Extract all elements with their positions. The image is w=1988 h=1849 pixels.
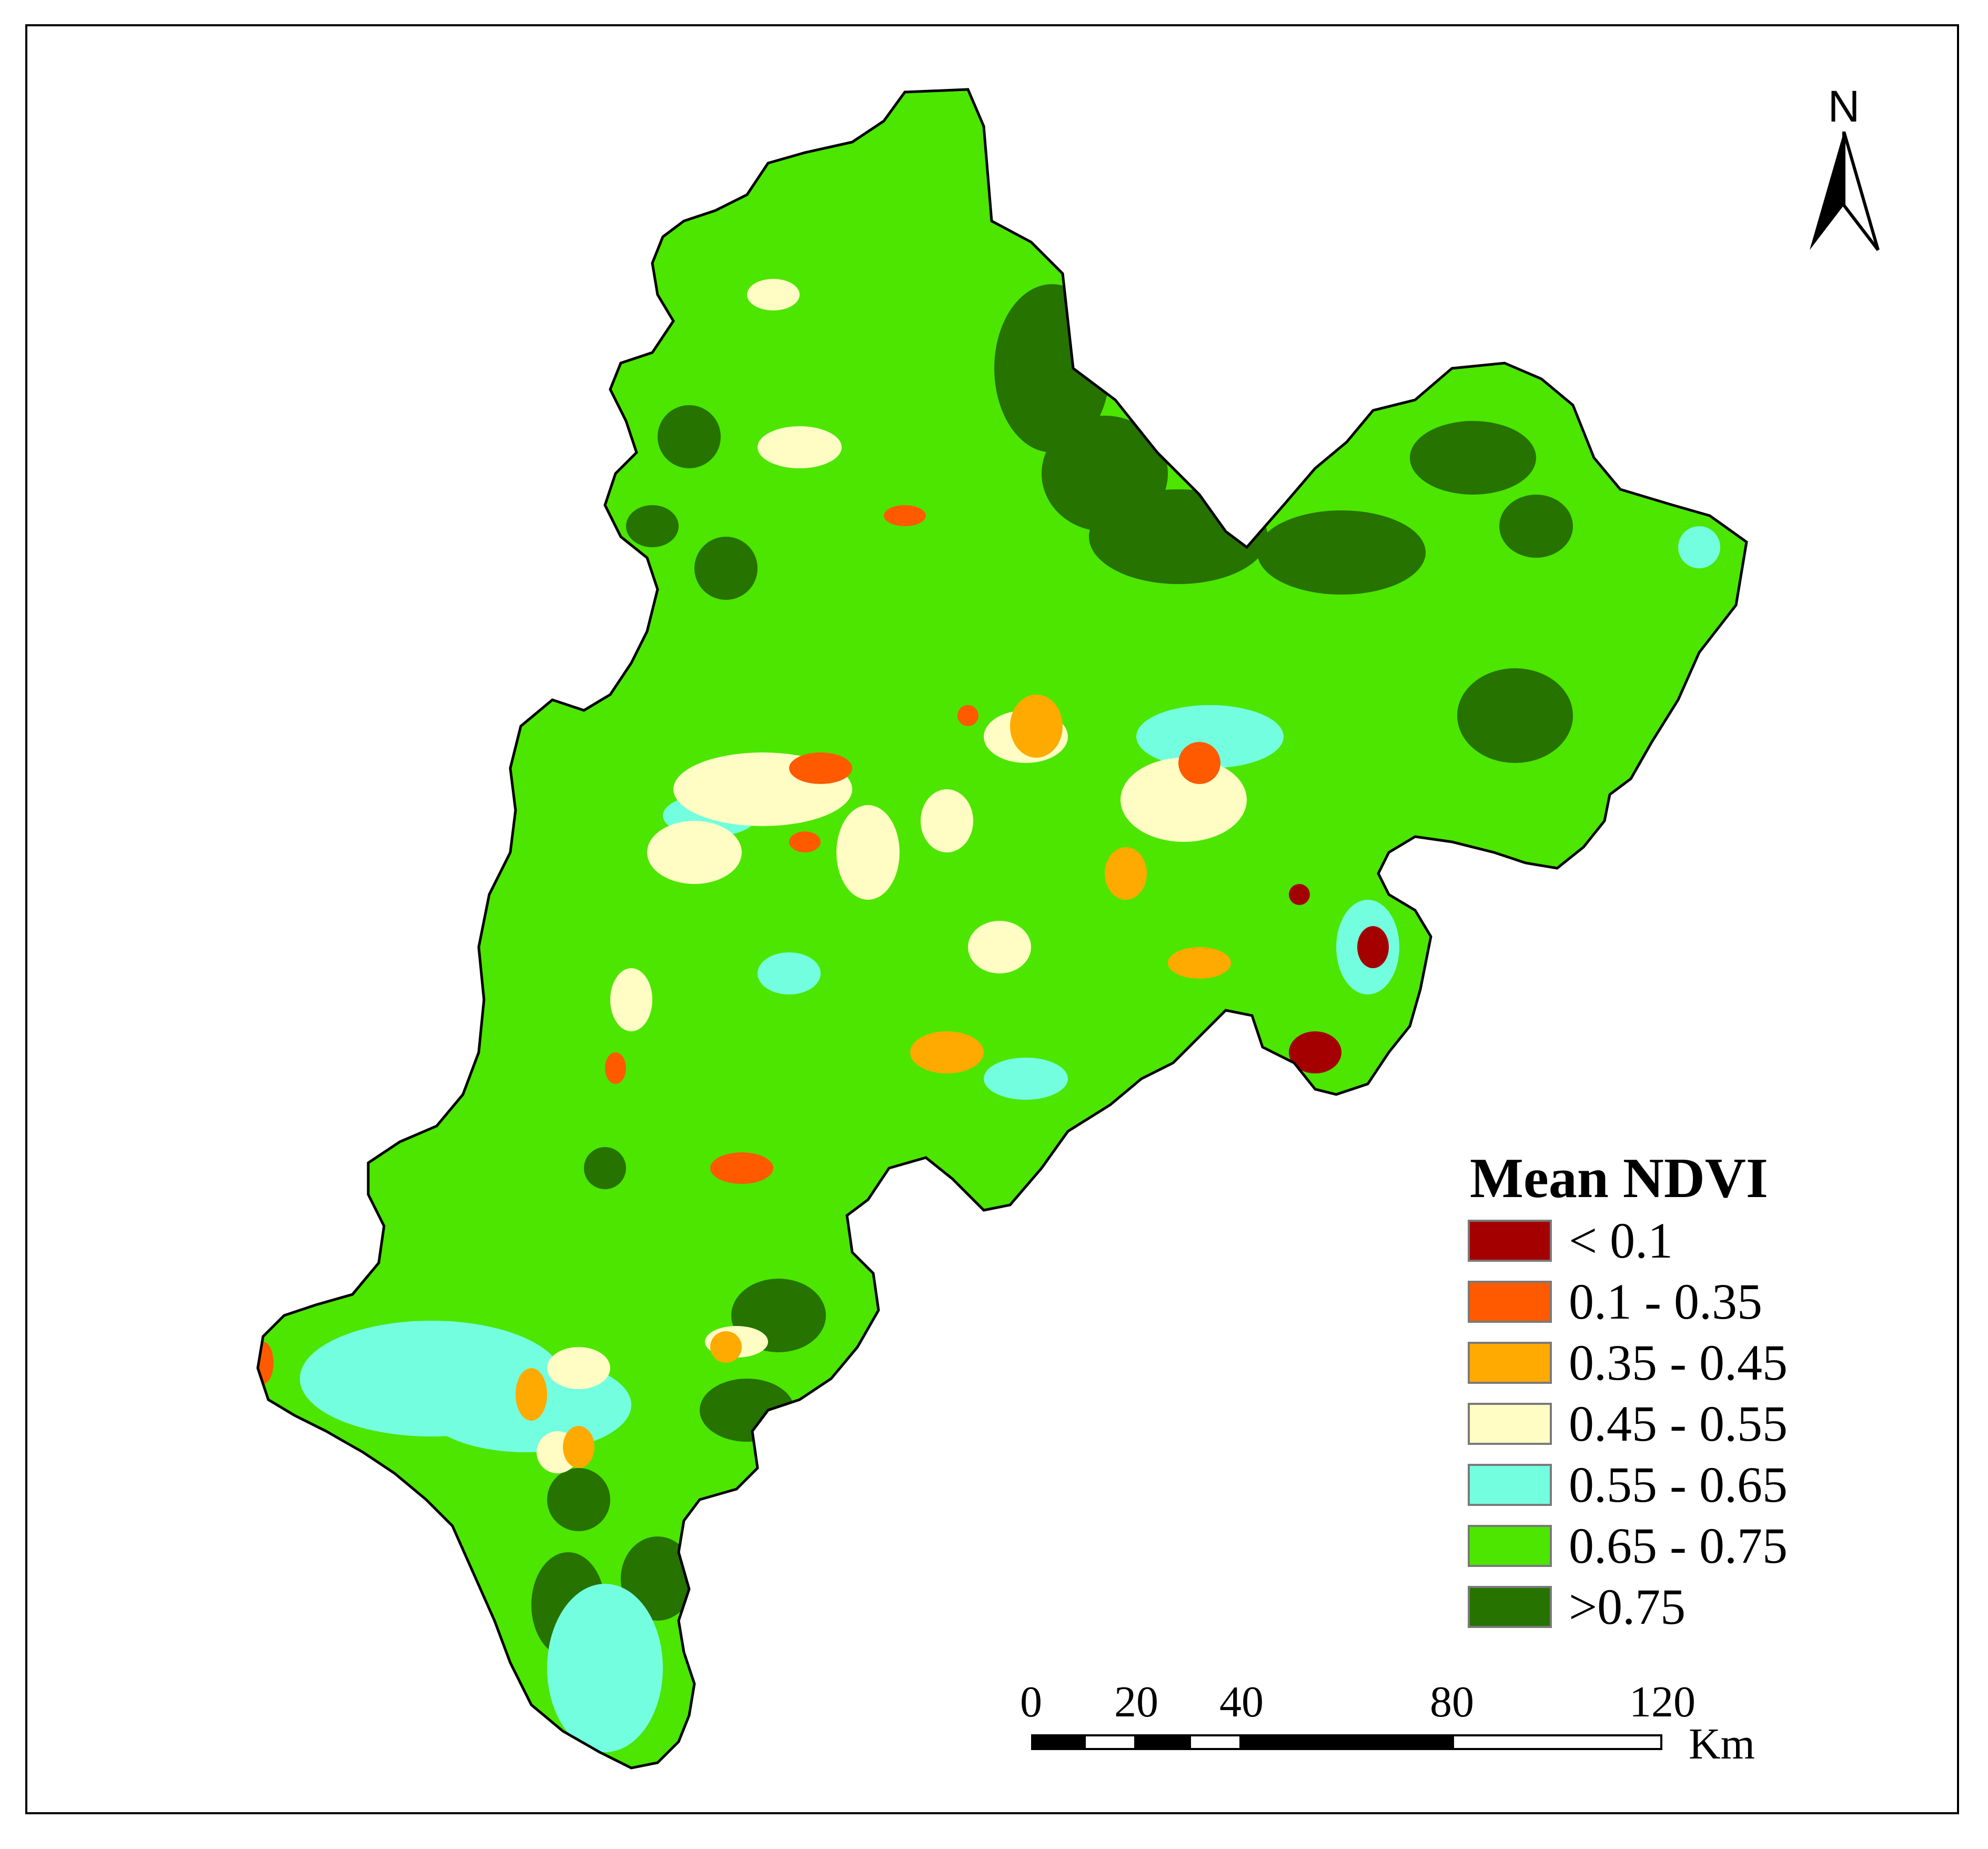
- scale-tick-label: 20: [1114, 1677, 1158, 1726]
- legend-label: 0.65 - 0.75: [1569, 1518, 1788, 1574]
- scale-segment: [1084, 1734, 1136, 1750]
- scale-tick-label: 120: [1629, 1677, 1696, 1726]
- legend-title: Mean NDVI: [1470, 1147, 1768, 1210]
- scale-segment: [1452, 1734, 1662, 1750]
- class-patches-035-045: [516, 695, 1231, 1468]
- scale-tick-label: 80: [1430, 1677, 1474, 1726]
- legend-swatch: [1468, 1220, 1552, 1262]
- legend-swatch: [1468, 1403, 1552, 1445]
- scale-segment: [1136, 1734, 1189, 1750]
- class-patches-01-035: [258, 505, 1220, 1384]
- legend-label: < 0.1: [1569, 1212, 1673, 1269]
- scale-segment: [1031, 1734, 1084, 1750]
- scale-tick-label: 40: [1219, 1677, 1264, 1726]
- scale-segment: [1242, 1734, 1452, 1750]
- scale-unit: Km: [1689, 1720, 1755, 1768]
- legend-label: >0.75: [1569, 1579, 1686, 1635]
- legend-item: 0.55 - 0.65: [1468, 1454, 1889, 1515]
- legend-item: 0.65 - 0.75: [1468, 1515, 1889, 1576]
- legend-item: 0.1 - 0.35: [1468, 1271, 1889, 1332]
- legend-swatch: [1468, 1342, 1552, 1384]
- north-arrow-icon: [1810, 132, 1880, 251]
- north-arrow: N: [1804, 84, 1883, 253]
- legend-item: 0.45 - 0.55: [1468, 1393, 1889, 1454]
- legend-swatch: [1468, 1525, 1552, 1567]
- scale-bar: 0 20 40 80 120 Km: [1020, 1677, 1794, 1784]
- legend-label: 0.35 - 0.45: [1569, 1334, 1788, 1391]
- class-patches-below-01: [1289, 884, 1389, 1073]
- class-patches-045-055: [537, 279, 1247, 1473]
- legend-label: 0.45 - 0.55: [1569, 1395, 1788, 1452]
- scale-tick-label: 0: [1020, 1677, 1042, 1726]
- legend-item: >0.75: [1468, 1576, 1889, 1637]
- legend: Mean NDVI < 0.1 0.1 - 0.35 0.35 - 0.45 0.45…: [1468, 1147, 1889, 1637]
- scale-segment: [1189, 1734, 1242, 1750]
- legend-swatch: [1468, 1586, 1552, 1628]
- legend-swatch: [1468, 1281, 1552, 1323]
- legend-item: 0.35 - 0.45: [1468, 1332, 1889, 1393]
- legend-swatch: [1468, 1464, 1552, 1506]
- legend-label: 0.55 - 0.65: [1569, 1456, 1788, 1513]
- legend-item: < 0.1: [1468, 1210, 1889, 1271]
- north-label: N: [1828, 82, 1860, 131]
- map-frame: [25, 24, 1959, 1814]
- legend-label: 0.1 - 0.35: [1569, 1273, 1762, 1330]
